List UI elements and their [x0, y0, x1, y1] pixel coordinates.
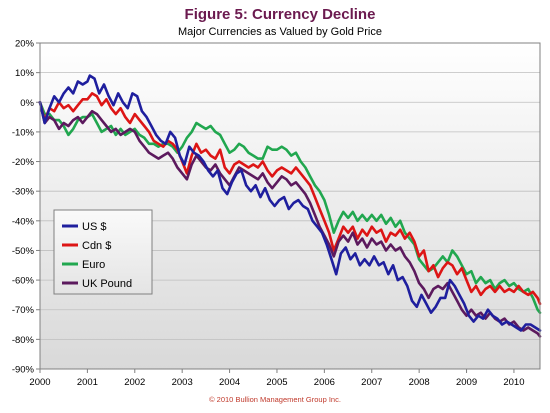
x-tick-label: 2001: [77, 377, 98, 388]
x-tick-label: 2002: [124, 377, 145, 388]
y-tick-label: 10%: [15, 68, 35, 79]
legend-label: Cdn $: [82, 240, 111, 252]
plot-border: [39, 42, 541, 370]
series-layer: [38, 74, 542, 338]
y-axis: 20% 10% 0% -10% -20% -30% -40% -50% -60% -70% -80%…: [12, 39, 40, 376]
y-tick-label: 0%: [20, 98, 34, 109]
legend-box: [53, 209, 153, 295]
x-tick-label: 2004: [219, 377, 240, 388]
x-tick-label: 2005: [266, 377, 287, 388]
y-tick-label: -10%: [12, 127, 35, 138]
copyright-footer: © 2010 Bullion Management Group Inc.: [209, 395, 341, 404]
legend-label: UK Pound: [82, 278, 132, 290]
x-tick-label: 2006: [314, 377, 335, 388]
x-tick-label: 2007: [361, 377, 382, 388]
y-tick-label: -20%: [12, 157, 35, 168]
x-tick-label: 2010: [503, 377, 524, 388]
x-tick-label: 2003: [172, 377, 193, 388]
y-tick-label: -30%: [12, 187, 35, 198]
x-tick-label: 2009: [456, 377, 477, 388]
series-line-us: [38, 74, 542, 332]
y-tick-label: -40%: [12, 216, 35, 227]
y-tick-label: -60%: [12, 276, 35, 287]
y-tick-label: -70%: [12, 305, 35, 316]
y-tick-label: -50%: [12, 246, 35, 257]
y-tick-label: -80%: [12, 335, 35, 346]
x-axis: 2000 2001 2002 2003 2004 2005 2006 2007 2008 2009…: [29, 369, 525, 388]
y-tick-label: 20%: [15, 39, 35, 50]
legend-label: US $: [82, 221, 106, 233]
y-tick-label: -90%: [12, 365, 35, 376]
chart-title: Figure 5: Currency Decline: [185, 6, 376, 23]
x-tick-label: 2000: [29, 377, 50, 388]
legend-label: Euro: [82, 259, 105, 271]
series-line-cdn: [38, 92, 542, 306]
chart-subtitle: Major Currencies as Valued by Gold Price: [178, 26, 382, 38]
x-tick-label: 2008: [409, 377, 430, 388]
series-line-uk-pound: [38, 101, 542, 338]
legend: US $ Cdn $ Euro UK Pound: [53, 209, 153, 295]
